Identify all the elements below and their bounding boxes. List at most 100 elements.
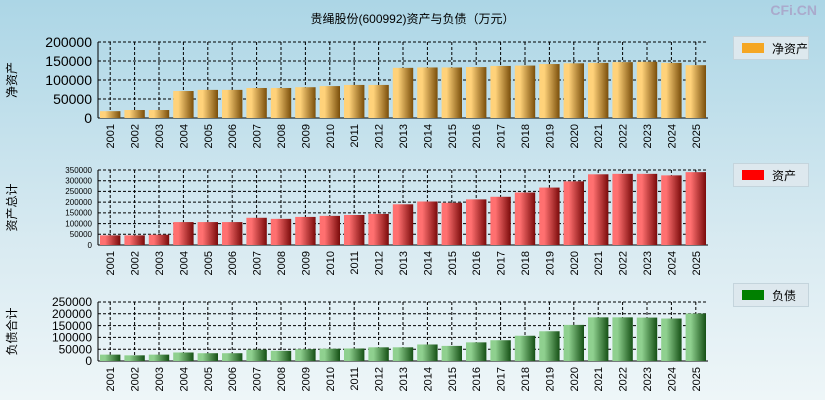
x-tick-label: 2003	[154, 251, 166, 275]
x-tick-label: 2017	[496, 251, 508, 275]
bar	[344, 84, 365, 118]
bar	[344, 215, 365, 245]
legend-liabilities: 负债	[733, 283, 809, 307]
bar	[246, 349, 267, 361]
bar	[124, 110, 145, 118]
bar	[636, 317, 658, 361]
bar	[173, 222, 194, 245]
bar	[148, 354, 170, 361]
bar	[466, 199, 487, 245]
y-tick-label: 0	[88, 241, 93, 250]
x-tick-label: 2004	[178, 367, 190, 391]
bar	[490, 340, 511, 361]
y-axis-label: 资产总计	[5, 183, 19, 231]
bar	[563, 181, 584, 245]
bar	[636, 61, 658, 118]
x-tick-label: 2017	[496, 367, 508, 391]
y-axis-label: 负债合计	[4, 307, 19, 355]
x-tick-label: 2001	[105, 124, 117, 148]
bar	[685, 172, 706, 245]
y-axis-label: 净资产	[5, 62, 19, 98]
bar	[661, 62, 682, 118]
bar	[197, 222, 218, 245]
y-tick-label: 150000	[65, 209, 92, 218]
bar	[612, 173, 633, 245]
x-tick-label: 2018	[520, 367, 532, 391]
bar	[514, 192, 536, 245]
bar	[588, 62, 609, 118]
bar	[148, 110, 170, 118]
bar	[222, 353, 243, 361]
bar	[319, 215, 340, 245]
legend-assets: 资产	[733, 163, 809, 187]
x-tick-label: 2019	[544, 124, 556, 148]
bar	[490, 65, 511, 118]
bar	[173, 352, 194, 361]
x-tick-label: 2019	[544, 251, 556, 275]
bar	[100, 354, 121, 361]
x-tick-label: 2003	[154, 367, 166, 391]
y-tick-label: 250000	[52, 295, 92, 309]
y-tick-label: 50000	[70, 230, 93, 239]
bar	[539, 331, 560, 361]
y-tick-label: 50000	[53, 91, 92, 107]
bar	[539, 64, 560, 118]
x-tick-label: 2001	[105, 367, 117, 391]
bar	[612, 62, 633, 118]
y-tick-label: 100000	[65, 219, 92, 228]
y-tick-label: 250000	[65, 187, 92, 196]
bar	[661, 318, 682, 361]
y-tick-label: 150000	[45, 53, 92, 69]
bar	[661, 175, 682, 245]
legend-label: 资产	[772, 168, 797, 183]
y-tick-label: 100000	[52, 331, 92, 345]
x-tick-label: 2018	[520, 251, 532, 275]
bar	[270, 87, 292, 118]
x-tick-label: 2020	[569, 367, 581, 391]
x-tick-label: 2005	[203, 124, 215, 148]
x-tick-label: 2004	[178, 251, 190, 275]
x-tick-label: 2009	[300, 251, 312, 275]
x-tick-label: 2015	[447, 124, 459, 148]
bar	[490, 196, 511, 245]
bar	[539, 187, 560, 245]
y-tick-label: 50000	[59, 342, 93, 356]
x-tick-label: 2015	[447, 367, 459, 391]
bar	[563, 63, 584, 118]
x-tick-label: 2002	[130, 251, 142, 275]
x-tick-label: 2004	[178, 124, 190, 148]
bar	[417, 67, 438, 118]
x-tick-label: 2012	[374, 367, 386, 391]
legend-label: 负债	[772, 288, 797, 303]
bar	[295, 349, 316, 361]
x-tick-label: 2007	[252, 367, 264, 391]
x-tick-label: 2006	[227, 251, 239, 275]
bar	[392, 67, 414, 118]
x-tick-label: 2022	[618, 251, 630, 275]
bar	[392, 204, 414, 245]
bar	[124, 355, 145, 361]
x-tick-label: 2023	[642, 251, 654, 275]
bar	[173, 91, 194, 118]
bar	[612, 317, 633, 361]
y-tick-label: 150000	[52, 319, 92, 333]
bar	[441, 67, 462, 118]
y-tick-label: 100000	[45, 72, 92, 88]
x-tick-label: 2025	[691, 124, 703, 148]
x-tick-label: 2008	[276, 367, 288, 391]
x-tick-label: 2010	[325, 124, 337, 148]
y-tick-label: 200000	[45, 34, 92, 50]
bar	[514, 335, 536, 361]
bar	[588, 174, 609, 245]
y-tick-label: 200000	[65, 198, 92, 207]
x-tick-label: 2025	[691, 367, 703, 391]
x-tick-label: 2016	[471, 367, 483, 391]
y-tick-label: 0	[84, 110, 92, 126]
x-tick-label: 2007	[252, 251, 264, 275]
x-tick-label: 2008	[276, 251, 288, 275]
bar	[197, 353, 218, 361]
y-tick-label: 350000	[65, 166, 92, 175]
logo: CFi.CN	[770, 2, 817, 18]
bar	[270, 350, 292, 361]
